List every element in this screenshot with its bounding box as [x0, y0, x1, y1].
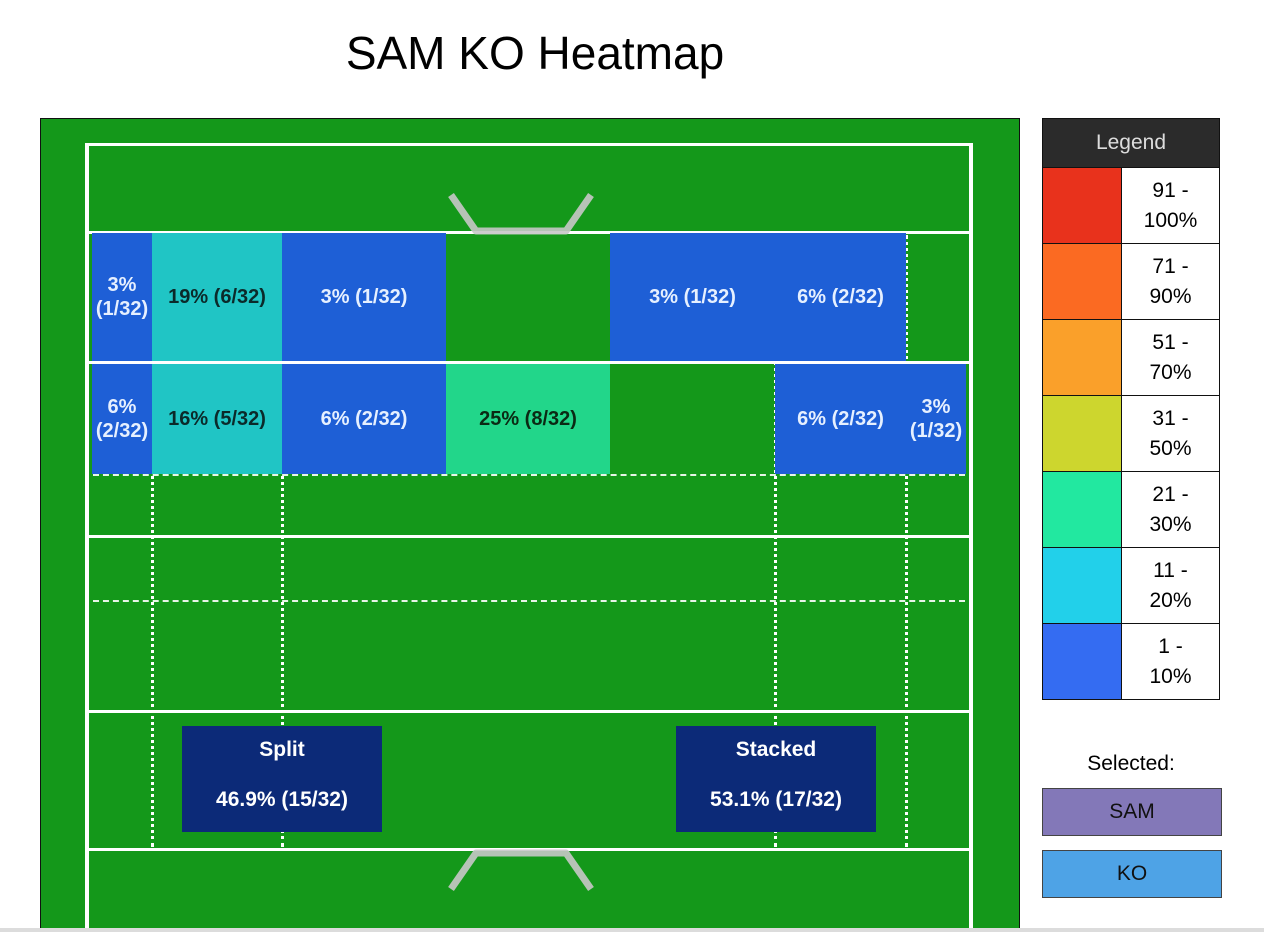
legend-label: 21 - 30% [1149, 482, 1192, 536]
chart-title: SAM KO Heatmap [345, 27, 725, 79]
selected-sam-button[interactable]: SAM [1042, 788, 1222, 836]
zone-r2-c1[interactable]: 6% (2/32) [92, 364, 152, 474]
zone-line-2 [281, 235, 284, 847]
legend-swatch [1043, 244, 1122, 319]
yard-line-2 [89, 535, 969, 538]
legend-row: 21 - 30% [1043, 472, 1219, 548]
zone-line-1 [151, 235, 154, 847]
legend-label: 91 - 100% [1143, 178, 1198, 232]
legend: Legend 91 - 100% 71 - 90% 51 - 70% 31 - … [1042, 118, 1220, 700]
goal-line-bottom [89, 848, 969, 851]
zone-r1-c3[interactable]: 3% (1/32) [282, 233, 446, 361]
legend-row: 31 - 50% [1043, 396, 1219, 472]
window-bottom-edge [0, 928, 1264, 932]
sideline-right [969, 143, 973, 932]
yard-line-1 [89, 361, 969, 364]
zone-line-3 [774, 235, 777, 847]
legend-swatch [1043, 168, 1122, 243]
legend-row: 1 - 10% [1043, 624, 1219, 700]
zone-line-4 [905, 235, 908, 847]
legend-label: 71 - 90% [1149, 254, 1192, 308]
legend-label: 11 - 20% [1149, 558, 1192, 612]
legend-row: 51 - 70% [1043, 320, 1219, 396]
zone-r2-c7[interactable]: 3% (1/32) [906, 364, 966, 474]
zone-r2-c4[interactable]: 25% (8/32) [446, 364, 610, 474]
selected-ko-button[interactable]: KO [1042, 850, 1222, 898]
legend-swatch [1043, 320, 1122, 395]
legend-row: 71 - 90% [1043, 244, 1219, 320]
zone-r1-c1[interactable]: 3% (1/32) [92, 233, 152, 361]
legend-header: Legend [1043, 119, 1219, 168]
hash-line-1 [93, 474, 965, 476]
zone-r1-c2[interactable]: 19% (6/32) [152, 233, 282, 361]
field: 3% (1/32) 19% (6/32) 3% (1/32) 3% (1/32)… [40, 118, 1020, 932]
goal-post-bottom-icon [448, 849, 594, 891]
hash-line-2 [93, 600, 965, 602]
legend-label: 1 - 10% [1149, 634, 1192, 688]
zone-r1-c5[interactable]: 3% (1/32) [610, 233, 775, 361]
split-value: 46.9% (15/32) [216, 788, 348, 811]
legend-swatch [1043, 624, 1122, 699]
yard-line-3 [89, 710, 969, 713]
end-line-top [85, 143, 973, 146]
sideline-left [85, 143, 89, 932]
legend-row: 11 - 20% [1043, 548, 1219, 624]
zone-r2-c3[interactable]: 6% (2/32) [282, 364, 446, 474]
legend-swatch [1043, 396, 1122, 471]
stacked-value: 53.1% (17/32) [710, 788, 842, 811]
legend-swatch [1043, 472, 1122, 547]
zone-r2-c6[interactable]: 6% (2/32) [775, 364, 906, 474]
split-summary[interactable]: Split 46.9% (15/32) [182, 726, 382, 832]
zone-r1-c6[interactable]: 6% (2/32) [775, 233, 906, 361]
legend-row: 91 - 100% [1043, 168, 1219, 244]
zone-r2-c2[interactable]: 16% (5/32) [152, 364, 282, 474]
goal-post-top-icon [448, 193, 594, 235]
selected-label: Selected: [1087, 752, 1175, 775]
stacked-summary[interactable]: Stacked 53.1% (17/32) [676, 726, 876, 832]
legend-label: 31 - 50% [1149, 406, 1192, 460]
split-title: Split [259, 738, 305, 761]
legend-swatch [1043, 548, 1122, 623]
stacked-title: Stacked [735, 738, 817, 761]
legend-label: 51 - 70% [1149, 330, 1192, 384]
